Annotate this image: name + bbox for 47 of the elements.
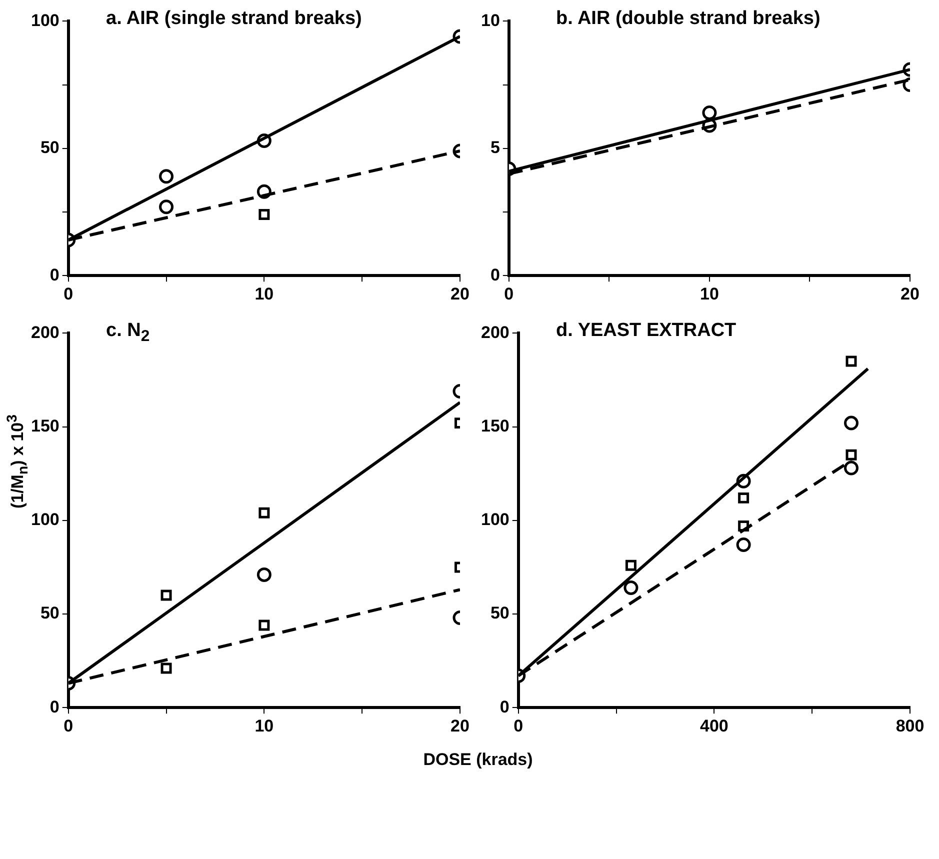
x-tick-label: 0 bbox=[64, 716, 74, 736]
x-tick-label: 20 bbox=[450, 716, 470, 736]
y-tick-label: 100 bbox=[30, 10, 60, 30]
y-tick-label: 0 bbox=[490, 265, 500, 284]
y-tick-label: 50 bbox=[40, 138, 60, 158]
y-tick-label: 150 bbox=[480, 416, 510, 436]
y-tick-label: 200 bbox=[480, 322, 510, 342]
point bbox=[736, 537, 751, 552]
x-tick-label: 20 bbox=[900, 284, 920, 304]
x-tick-label: 10 bbox=[700, 284, 719, 304]
x-tick-label: 10 bbox=[254, 284, 274, 304]
chart-title: d. YEAST EXTRACT bbox=[556, 320, 736, 342]
point bbox=[844, 416, 859, 430]
point bbox=[846, 449, 857, 460]
x-tick-label: 0 bbox=[514, 716, 524, 736]
y-tick-label: 0 bbox=[50, 697, 60, 716]
point bbox=[159, 200, 174, 214]
y-tick-label: 100 bbox=[30, 510, 60, 530]
point bbox=[846, 356, 857, 367]
x-tick-label: 800 bbox=[896, 716, 924, 736]
point bbox=[159, 169, 174, 184]
point bbox=[160, 590, 172, 601]
x-axis-title: DOSE (krads) bbox=[422, 750, 534, 770]
y-tick-label: 0 bbox=[500, 697, 510, 716]
point bbox=[258, 209, 270, 220]
x-tick-label: 0 bbox=[64, 284, 74, 304]
x-tick-label: 400 bbox=[700, 716, 728, 736]
y-tick-label: 50 bbox=[40, 604, 60, 623]
point bbox=[258, 507, 270, 518]
x-tick-label: 20 bbox=[450, 284, 470, 304]
point bbox=[738, 492, 750, 504]
y-tick-label: 50 bbox=[490, 604, 510, 623]
y-tick-label: 0 bbox=[50, 265, 60, 284]
y-tick-label: 150 bbox=[30, 416, 60, 436]
x-tick-label: 10 bbox=[254, 716, 274, 736]
chart-title: b. AIR (double strand breaks) bbox=[556, 8, 820, 30]
y-tick-label: 200 bbox=[30, 322, 60, 342]
point bbox=[844, 460, 859, 476]
chart-title: c. N$_{2}$ bbox=[106, 320, 150, 346]
point bbox=[625, 560, 636, 571]
y-tick-label: 10 bbox=[480, 10, 500, 30]
y-tick-label: 5 bbox=[490, 138, 500, 158]
y-tick-label: 100 bbox=[480, 510, 510, 530]
point bbox=[258, 620, 270, 631]
point bbox=[160, 662, 172, 674]
chart-title: a. AIR (single strand breaks) bbox=[106, 8, 362, 30]
point bbox=[624, 580, 638, 596]
